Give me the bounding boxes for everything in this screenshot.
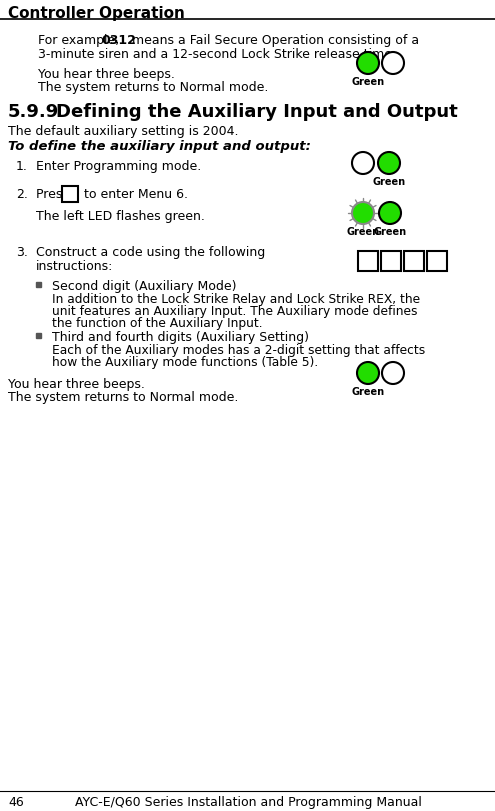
Bar <box>36 283 41 288</box>
Text: unit features an Auxiliary Input. The Auxiliary mode defines: unit features an Auxiliary Input. The Au… <box>52 305 417 318</box>
Bar <box>404 251 424 272</box>
Text: Green: Green <box>351 77 385 87</box>
Text: Construct a code using the following: Construct a code using the following <box>36 246 265 259</box>
Text: AYC-E/Q60 Series Installation and Programming Manual: AYC-E/Q60 Series Installation and Progra… <box>75 795 421 808</box>
Text: The system returns to Normal mode.: The system returns to Normal mode. <box>38 81 268 94</box>
Circle shape <box>382 53 404 75</box>
Text: 0312: 0312 <box>101 34 136 47</box>
Circle shape <box>378 152 400 175</box>
Text: To define the auxiliary input and output:: To define the auxiliary input and output… <box>8 139 311 152</box>
Text: Controller Operation: Controller Operation <box>8 6 185 21</box>
Text: 6: 6 <box>66 188 74 201</box>
Bar <box>427 251 447 272</box>
Text: The left LED flashes green.: The left LED flashes green. <box>36 210 205 223</box>
Circle shape <box>379 203 401 225</box>
Text: Green: Green <box>346 227 380 237</box>
Text: 46: 46 <box>8 795 24 808</box>
Text: 3-minute siren and a 12-second Lock Strike release time.: 3-minute siren and a 12-second Lock Stri… <box>38 48 396 61</box>
Text: Enter Programming mode.: Enter Programming mode. <box>36 160 201 173</box>
Text: instructions:: instructions: <box>36 260 113 272</box>
Text: Each of the Auxiliary modes has a 2-digit setting that affects: Each of the Auxiliary modes has a 2-digi… <box>52 344 425 357</box>
Text: 2.: 2. <box>16 188 28 201</box>
Circle shape <box>357 363 379 384</box>
Text: Press: Press <box>36 188 73 201</box>
Text: Third and fourth digits (Auxiliary Setting): Third and fourth digits (Auxiliary Setti… <box>52 331 309 344</box>
Text: ?: ? <box>433 255 441 268</box>
Text: ?: ? <box>387 255 395 268</box>
Text: Second digit (Auxiliary Mode): Second digit (Auxiliary Mode) <box>52 280 237 293</box>
Circle shape <box>357 53 379 75</box>
Text: For example,: For example, <box>38 34 123 47</box>
Text: The default auxiliary setting is 2004.: The default auxiliary setting is 2004. <box>8 125 239 138</box>
Circle shape <box>382 363 404 384</box>
Text: Green: Green <box>372 177 405 187</box>
Circle shape <box>352 203 374 225</box>
Text: 5.9.9: 5.9.9 <box>8 103 59 121</box>
Text: Green: Green <box>373 227 406 237</box>
Text: Defining the Auxiliary Input and Output: Defining the Auxiliary Input and Output <box>56 103 458 121</box>
Text: how the Auxiliary mode functions (Table 5).: how the Auxiliary mode functions (Table … <box>52 355 318 368</box>
Text: Green: Green <box>351 387 385 397</box>
Circle shape <box>352 152 374 175</box>
Bar <box>62 187 78 203</box>
Text: 3.: 3. <box>16 246 28 259</box>
Bar <box>36 333 41 338</box>
Text: means a Fail Secure Operation consisting of a: means a Fail Secure Operation consisting… <box>128 34 419 47</box>
Bar <box>381 251 401 272</box>
Bar <box>358 251 378 272</box>
Text: In addition to the Lock Strike Relay and Lock Strike REX, the: In addition to the Lock Strike Relay and… <box>52 293 420 306</box>
Text: the function of the Auxiliary Input.: the function of the Auxiliary Input. <box>52 316 263 329</box>
Text: ?: ? <box>410 255 418 268</box>
Text: The system returns to Normal mode.: The system returns to Normal mode. <box>8 391 239 404</box>
Text: You hear three beeps.: You hear three beeps. <box>8 378 145 391</box>
Text: to enter Menu 6.: to enter Menu 6. <box>80 188 188 201</box>
Text: You hear three beeps.: You hear three beeps. <box>38 68 175 81</box>
Text: 2: 2 <box>364 255 372 268</box>
Text: 1.: 1. <box>16 160 28 173</box>
